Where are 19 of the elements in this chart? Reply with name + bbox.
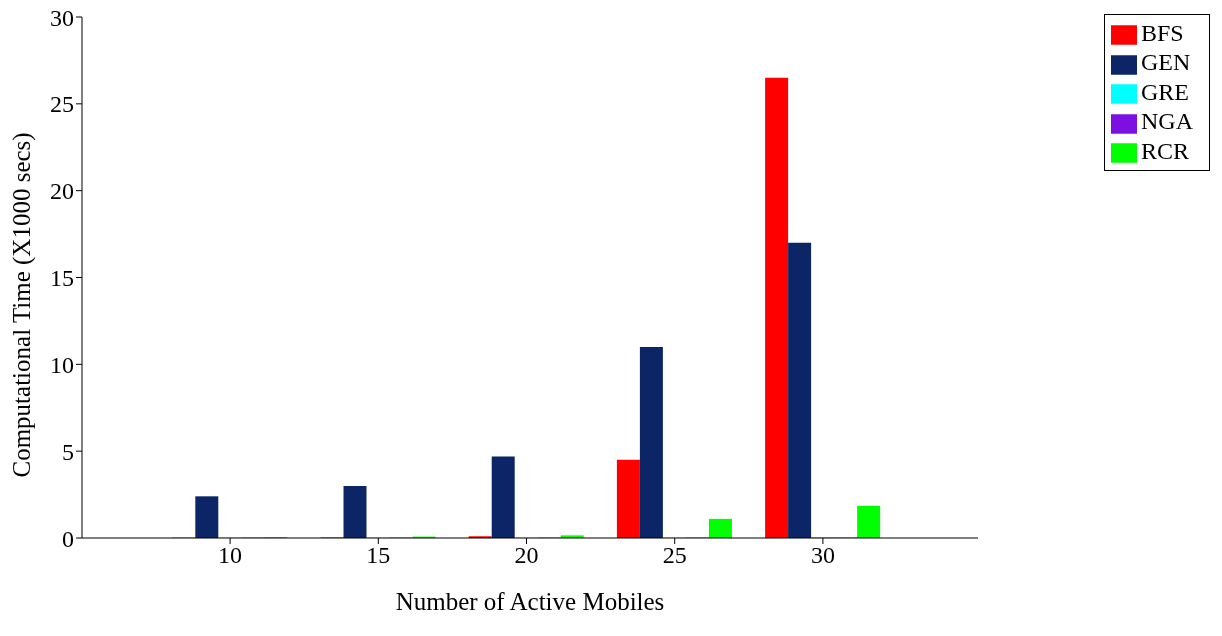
y-tick-label: 5 bbox=[62, 438, 74, 465]
x-tick-label: 15 bbox=[366, 542, 391, 569]
y-tick-label: 25 bbox=[50, 91, 74, 118]
legend-label: NGA bbox=[1141, 108, 1193, 135]
y-tick-label: 20 bbox=[50, 178, 74, 205]
x-tick-label: 10 bbox=[218, 542, 243, 569]
legend-label: BFS bbox=[1141, 20, 1184, 46]
y-tick-label: 30 bbox=[50, 4, 74, 31]
legend-label: GRE bbox=[1141, 78, 1189, 105]
y-axis-title: Computational Time (X1000 secs) bbox=[7, 132, 36, 478]
x-tick-label: 20 bbox=[514, 542, 539, 569]
x-tick-label: 25 bbox=[662, 542, 687, 569]
x-tick-label: 30 bbox=[810, 542, 835, 569]
y-tick-label: 10 bbox=[50, 351, 74, 378]
x-axis-title: Number of Active Mobiles bbox=[395, 588, 665, 615]
legend-label: GEN bbox=[1141, 49, 1191, 76]
y-tick-label: 0 bbox=[62, 525, 74, 552]
y-tick-label: 15 bbox=[50, 265, 74, 292]
legend-label: RCR bbox=[1141, 137, 1190, 164]
